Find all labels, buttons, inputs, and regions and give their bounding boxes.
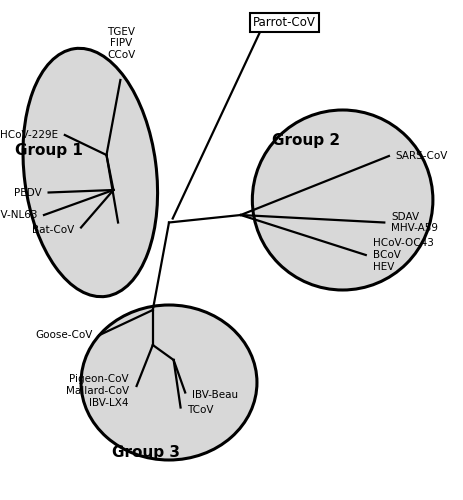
Text: Pigeon-CoV
Mallard-CoV
IBV-LX4: Pigeon-CoV Mallard-CoV IBV-LX4 xyxy=(66,374,129,408)
Text: Group 3: Group 3 xyxy=(112,445,180,460)
Text: HCoV-NL63: HCoV-NL63 xyxy=(0,210,37,220)
Text: SDAV
MHV-A59: SDAV MHV-A59 xyxy=(391,212,438,234)
Text: TGEV
FIPV
CCoV: TGEV FIPV CCoV xyxy=(107,27,136,60)
Text: PEDV: PEDV xyxy=(14,188,42,198)
Text: Group 1: Group 1 xyxy=(15,142,82,158)
Text: HCoV-229E: HCoV-229E xyxy=(0,130,58,140)
Ellipse shape xyxy=(81,305,257,460)
Text: IBV-Beau: IBV-Beau xyxy=(192,390,238,400)
Text: TCoV: TCoV xyxy=(188,405,214,415)
Ellipse shape xyxy=(23,48,157,296)
Text: Parrot-CoV: Parrot-CoV xyxy=(253,16,316,29)
Text: HCoV-OC43
BCoV
HEV: HCoV-OC43 BCoV HEV xyxy=(373,238,433,272)
Text: Group 2: Group 2 xyxy=(271,132,340,148)
Text: Goose-CoV: Goose-CoV xyxy=(35,330,93,340)
Ellipse shape xyxy=(252,110,433,290)
Text: Bat-CoV: Bat-CoV xyxy=(32,225,74,235)
Text: SARS-CoV: SARS-CoV xyxy=(396,151,448,161)
